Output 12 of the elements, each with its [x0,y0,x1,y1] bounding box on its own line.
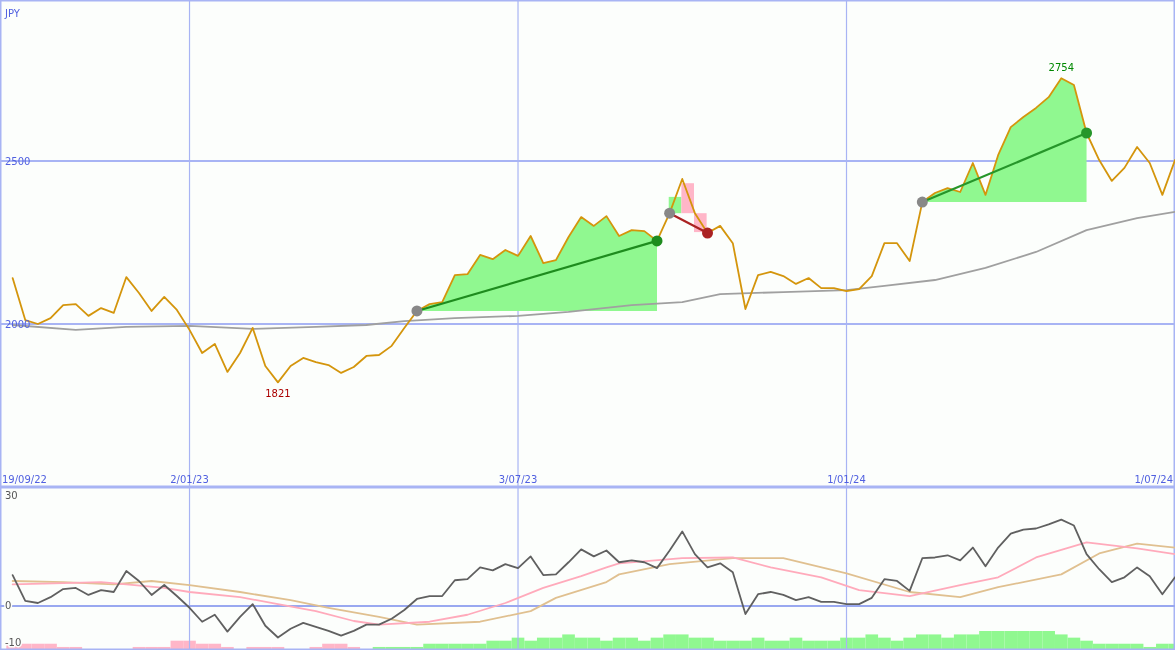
x-tick-label: 3/07/23 [498,474,538,485]
y-tick-label: 30 [5,490,18,502]
annotation: 1821 [265,388,291,400]
y-tick-label: 2000 [5,318,31,330]
y-tick-label: -10 [5,637,22,649]
y-axis-title: JPY [4,8,21,19]
x-tick-label: 2/01/23 [170,474,209,485]
x-tick-label: 19/09/22 [2,474,47,485]
x-tick-label: 1/07/24 [1134,474,1173,485]
annotation: 2754 [1048,62,1075,74]
x-tick-label: 1/01/24 [827,474,866,485]
y-tick-label: 2500 [5,155,31,167]
